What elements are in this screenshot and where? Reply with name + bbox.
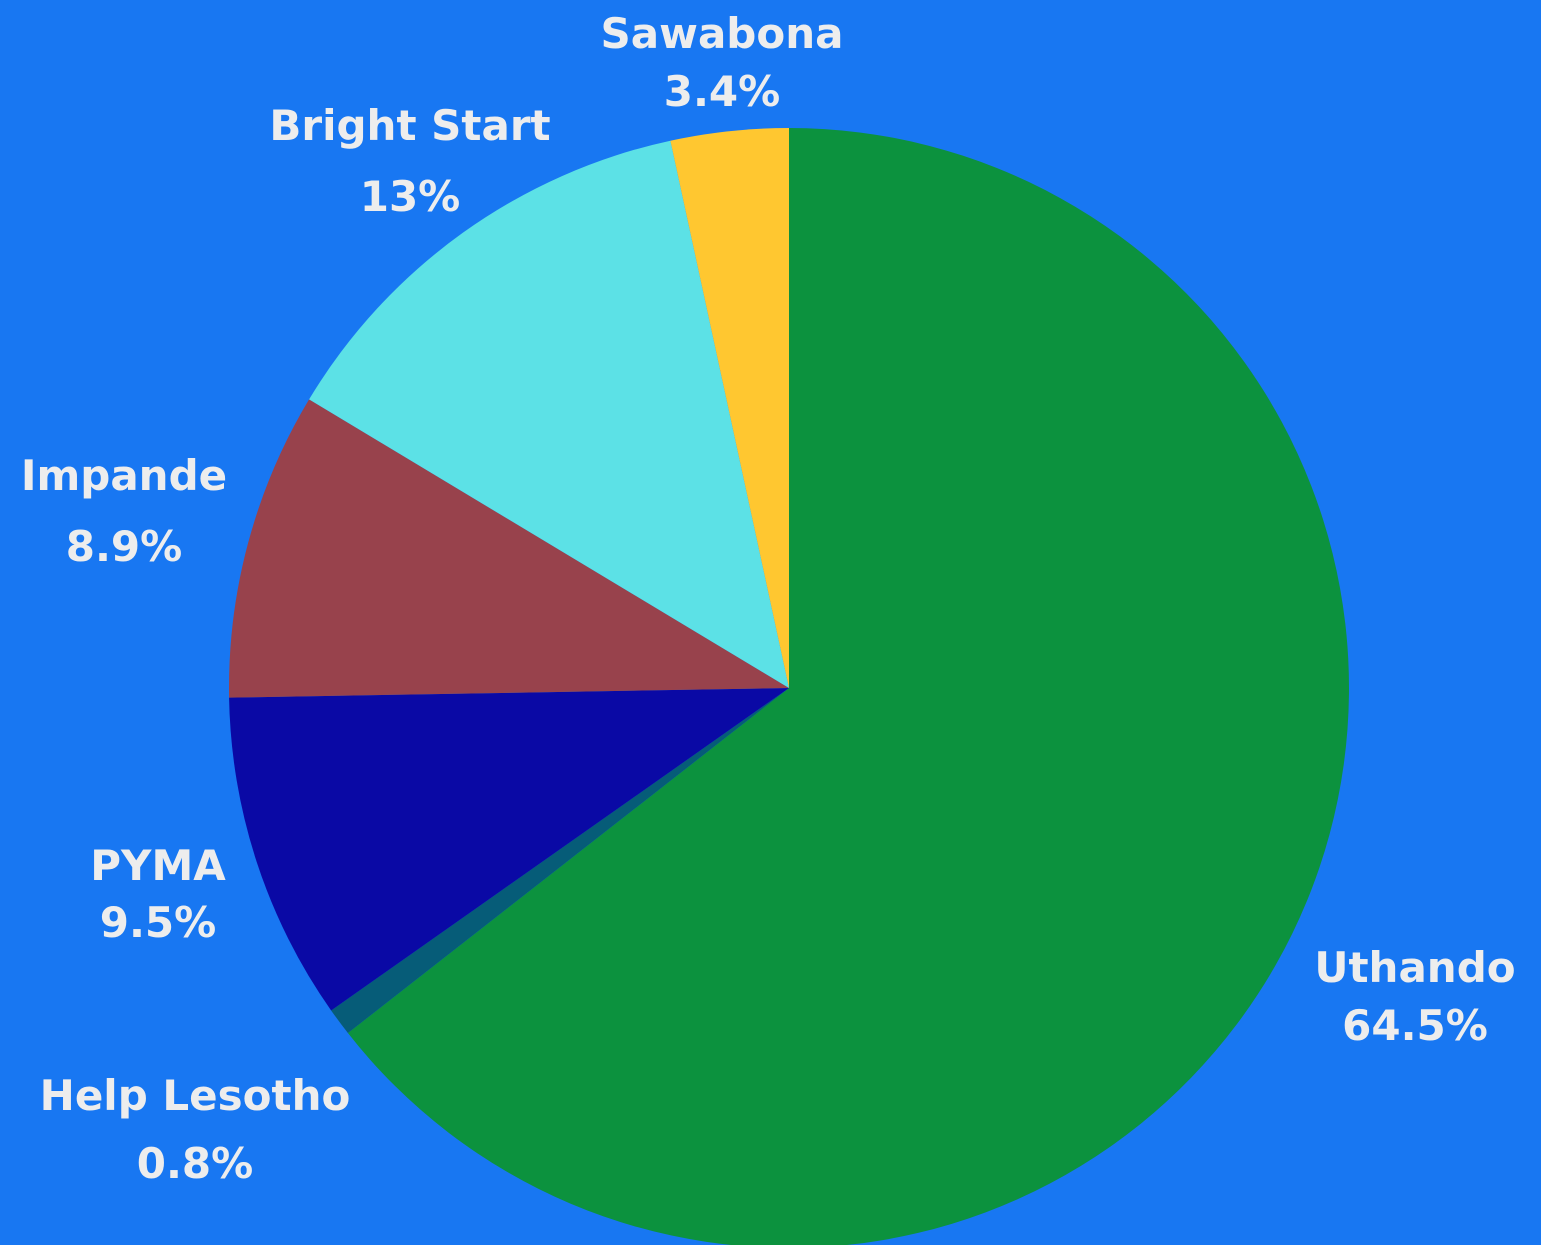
slice-value-label: 9.5% [100,898,216,947]
slices [228,128,1349,1245]
slice-value-label: 13% [360,172,461,221]
pie-slice-help-lesotho [331,688,789,1034]
pie-slice-impande [228,399,789,698]
slice-value-label: 8.9% [66,522,182,571]
slice-labels: Uthando 64.5% Help Lesotho 0.8% PYMA 9.5% Impa… [21,9,1516,1188]
slice-value-label: 0.8% [137,1139,253,1188]
pie-slice-sawabona [670,128,789,688]
slice-name-label: Sawabona [601,9,844,58]
slice-name-label: Bright Start [269,101,550,150]
slice-value-label: 64.5% [1342,1001,1488,1050]
slice-name-label: Help Lesotho [40,1071,351,1120]
slice-name-label: Uthando [1314,943,1515,992]
pie-slice-uthando [347,128,1349,1245]
slice-name-label: PYMA [90,841,226,890]
slice-name-label: Impande [21,451,227,500]
slice-value-label: 3.4% [664,67,780,116]
pie-slice-pyma [229,688,789,1011]
pie-slice-bright-start [309,140,789,688]
